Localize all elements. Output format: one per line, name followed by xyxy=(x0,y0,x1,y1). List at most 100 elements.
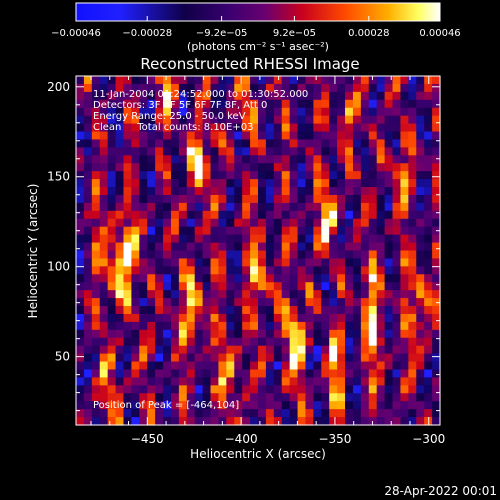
heatmap-cell xyxy=(234,401,243,410)
heatmap-cell xyxy=(265,187,275,196)
heatmap-cell xyxy=(210,210,220,220)
heatmap-cell xyxy=(305,194,314,204)
heatmap-cell xyxy=(139,163,148,172)
heatmap-cell xyxy=(155,218,164,228)
heatmap-cell xyxy=(123,353,132,363)
heatmap-cell xyxy=(76,139,85,148)
heatmap-cell xyxy=(408,321,417,331)
heatmap-cell xyxy=(234,155,243,164)
heatmap-cell xyxy=(289,202,299,212)
heatmap-cell xyxy=(163,139,172,148)
heatmap-cell xyxy=(242,401,251,410)
heatmap-cell xyxy=(186,99,196,109)
heatmap-cell xyxy=(76,163,85,172)
heatmap-cell xyxy=(194,187,204,196)
heatmap-cell xyxy=(107,91,117,101)
heatmap-cell xyxy=(155,345,164,355)
heatmap-cell xyxy=(368,99,378,109)
heatmap-cell xyxy=(163,187,172,196)
heatmap-cell xyxy=(313,409,322,418)
heatmap-cell xyxy=(392,377,402,386)
heatmap-cell xyxy=(107,163,117,172)
heatmap-cell xyxy=(234,76,243,85)
heatmap-cell xyxy=(155,385,164,394)
heatmap-cell xyxy=(123,401,132,410)
heatmap-cell xyxy=(226,321,235,331)
heatmap-cell xyxy=(313,337,322,347)
heatmap-cell xyxy=(123,234,132,244)
heatmap-cell xyxy=(258,202,267,212)
heatmap-cell xyxy=(147,361,156,371)
heatmap-cell xyxy=(250,250,259,260)
heatmap-cell xyxy=(305,202,314,212)
heatmap-cell xyxy=(226,298,235,307)
heatmap-cell xyxy=(202,250,212,260)
heatmap-cell xyxy=(313,393,322,402)
heatmap-cell xyxy=(408,115,417,125)
heatmap-cell xyxy=(155,131,164,141)
heatmap-cell xyxy=(91,107,101,117)
heatmap-cell xyxy=(147,210,156,220)
heatmap-cell xyxy=(258,218,267,228)
info-line-detectors: Detectors: 3F 4F 5F 6F 7F 8F, Att 0 xyxy=(93,100,267,111)
heatmap-cell xyxy=(392,234,402,244)
heatmap-cell xyxy=(115,417,125,426)
heatmap-cell xyxy=(273,139,283,148)
heatmap-cell xyxy=(360,107,370,117)
heatmap-cell xyxy=(131,194,140,204)
heatmap-cell xyxy=(297,417,307,426)
heatmap-cell xyxy=(424,401,433,410)
heatmap-cell xyxy=(376,99,386,109)
heatmap-cell xyxy=(281,266,291,275)
heatmap-cell xyxy=(139,131,148,141)
heatmap-cell xyxy=(352,329,362,339)
heatmap-cell xyxy=(115,202,125,212)
heatmap-cell xyxy=(115,369,125,379)
heatmap-cell xyxy=(368,409,378,418)
heatmap-cell xyxy=(91,218,101,228)
heatmap-cell xyxy=(139,194,148,204)
heatmap-cell xyxy=(329,91,338,101)
heatmap-cell xyxy=(91,298,101,307)
heatmap-cell xyxy=(416,179,425,188)
heatmap-cell xyxy=(91,147,101,156)
heatmap-cell xyxy=(408,163,417,172)
heatmap-cell xyxy=(400,353,409,363)
heatmap-cell xyxy=(416,345,425,355)
heatmap-cell xyxy=(329,234,338,244)
heatmap-cell xyxy=(178,345,188,355)
heatmap-cell xyxy=(345,226,354,236)
heatmap-cell xyxy=(242,76,251,85)
heatmap-cell xyxy=(99,274,109,283)
heatmap-cell xyxy=(273,337,283,347)
heatmap-cell xyxy=(226,107,235,117)
heatmap-cell xyxy=(376,401,386,410)
heatmap-cell xyxy=(170,417,180,426)
heatmap-cell xyxy=(384,345,394,355)
heatmap-cell xyxy=(329,417,338,426)
heatmap-cell xyxy=(115,329,125,339)
heatmap-cell xyxy=(170,369,180,379)
heatmap-cell xyxy=(163,361,172,371)
heatmap-cell xyxy=(178,210,188,220)
heatmap-cell xyxy=(281,361,291,371)
heatmap-cell xyxy=(424,163,433,172)
heatmap-cell xyxy=(83,107,93,117)
heatmap-cell xyxy=(218,409,227,418)
heatmap-cell xyxy=(424,282,433,291)
heatmap-cell xyxy=(416,329,425,339)
heatmap-cell xyxy=(368,329,378,339)
heatmap-cell xyxy=(99,417,109,426)
x-tick-label: −400 xyxy=(225,432,258,446)
heatmap-cell xyxy=(131,409,140,418)
heatmap-cell xyxy=(321,171,330,180)
heatmap-cell xyxy=(297,242,307,252)
heatmap-cell xyxy=(186,155,196,164)
heatmap-cell xyxy=(392,353,402,363)
heatmap-cell xyxy=(392,115,402,125)
heatmap-cell xyxy=(337,361,346,371)
heatmap-cell xyxy=(163,369,172,379)
heatmap-cell xyxy=(202,345,212,355)
heatmap-cell xyxy=(360,401,370,410)
